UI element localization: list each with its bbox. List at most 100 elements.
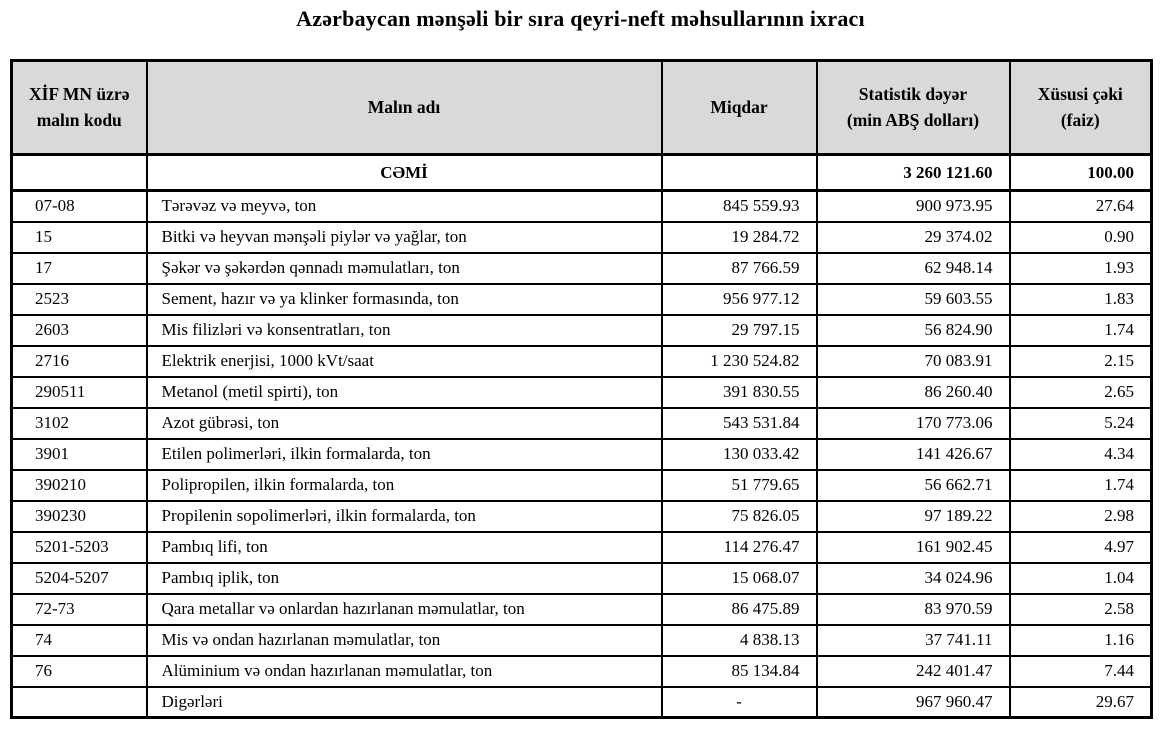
total-row: CƏMİ 3 260 121.60 100.00 [10,153,1153,192]
total-cell-value: 3 260 121.60 [815,153,1011,192]
table-row: 74 Mis və ondan hazırlanan məmulatlar, to… [10,623,1153,657]
cell-code: 390210 [10,468,148,502]
cell-share: 1.74 [1008,468,1153,502]
cell-name: Metanol (metil spirti), ton [145,375,663,409]
cell-name: Tərəvəz və meyvə, ton [145,189,663,223]
table-row: 5204-5207 Pambıq iplik, ton 15 068.07 34 02… [10,561,1153,595]
table-row: 76 Alüminium və ondan hazırlanan məmulatl… [10,654,1153,688]
cell-value: 161 902.45 [815,530,1011,564]
cell-value: 86 260.40 [815,375,1011,409]
cell-quantity: 114 276.47 [660,530,818,564]
cell-code: 390230 [10,499,148,533]
cell-code: 72-73 [10,592,148,626]
total-cell-quantity [660,153,818,192]
cell-quantity: 19 284.72 [660,220,818,254]
cell-code: 15 [10,220,148,254]
table-row: 15 Bitki və heyvan mənşəli piylər və yağl… [10,220,1153,254]
cell-quantity: 87 766.59 [660,251,818,285]
cell-share: 4.34 [1008,437,1153,471]
cell-value: 967 960.47 [815,685,1011,719]
cell-share: 29.67 [1008,685,1153,719]
table-row: 07-08 Tərəvəz və meyvə, ton 845 559.93 900 … [10,189,1153,223]
column-header-value: Statistik dəyər (min ABŞ dolları) [815,59,1011,156]
cell-name: Pambıq lifi, ton [145,530,663,564]
cell-name: Polipropilen, ilkin formalarda, ton [145,468,663,502]
cell-name: Azot gübrəsi, ton [145,406,663,440]
cell-quantity: 4 838.13 [660,623,818,657]
cell-quantity: 15 068.07 [660,561,818,595]
total-cell-code [10,153,148,192]
cell-code: 5204-5207 [10,561,148,595]
cell-quantity: 956 977.12 [660,282,818,316]
column-header-code: XİF MN üzrə malın kodu [10,59,148,156]
cell-share: 1.83 [1008,282,1153,316]
cell-value: 34 024.96 [815,561,1011,595]
cell-share: 5.24 [1008,406,1153,440]
cell-name: Sement, hazır və ya klinker formasında, … [145,282,663,316]
table-body: CƏMİ 3 260 121.60 100.00 07-08 Tərəvəz və me… [10,153,1153,719]
table-row: 17 Şəkər və şəkərdən qənnadı məmulatları,… [10,251,1153,285]
cell-value: 170 773.06 [815,406,1011,440]
cell-code: 2716 [10,344,148,378]
cell-code: 5201-5203 [10,530,148,564]
cell-name: Etilen polimerləri, ilkin formalarda, to… [145,437,663,471]
cell-name: Digərləri [145,685,663,719]
cell-value: 242 401.47 [815,654,1011,688]
cell-name: Propilenin sopolimerləri, ilkin formalar… [145,499,663,533]
cell-name: Mis və ondan hazırlanan məmulatlar, ton [145,623,663,657]
cell-share: 1.16 [1008,623,1153,657]
table-row: 390230 Propilenin sopolimerləri, ilkin fo… [10,499,1153,533]
page-title: Azərbaycan mənşəli bir sıra qeyri-neft m… [296,6,865,31]
column-header-quantity: Miqdar [660,59,818,156]
cell-quantity: - [660,685,818,719]
cell-code: 74 [10,623,148,657]
cell-code: 17 [10,251,148,285]
cell-code: 07-08 [10,189,148,223]
cell-code: 290511 [10,375,148,409]
cell-value: 37 741.11 [815,623,1011,657]
table-row: 2523 Sement, hazır və ya klinker formasın… [10,282,1153,316]
cell-quantity: 391 830.55 [660,375,818,409]
cell-quantity: 1 230 524.82 [660,344,818,378]
table-row: 3102 Azot gübrəsi, ton 543 531.84 170 773.0… [10,406,1153,440]
cell-quantity: 51 779.65 [660,468,818,502]
cell-code: 3102 [10,406,148,440]
table-row: Digərləri -967 960.47 29.67 [10,685,1153,719]
column-header-name: Malın adı [145,59,663,156]
cell-share: 1.04 [1008,561,1153,595]
cell-value: 83 970.59 [815,592,1011,626]
cell-quantity: 85 134.84 [660,654,818,688]
cell-share: 2.65 [1008,375,1153,409]
cell-code: 2603 [10,313,148,347]
cell-name: Mis filizləri və konsentratları, ton [145,313,663,347]
cell-value: 59 603.55 [815,282,1011,316]
cell-share: 7.44 [1008,654,1153,688]
cell-code: 3901 [10,437,148,471]
cell-share: 0.90 [1008,220,1153,254]
table-row: 3901 Etilen polimerləri, ilkin formalarda… [10,437,1153,471]
table-row: 2603 Mis filizləri və konsentratları, ton… [10,313,1153,347]
cell-name: Qara metallar və onlardan hazırlanan məm… [145,592,663,626]
cell-quantity: 130 033.42 [660,437,818,471]
cell-name: Alüminium və ondan hazırlanan məmulatlar… [145,654,663,688]
cell-value: 141 426.67 [815,437,1011,471]
table-row: 2716 Elektrik enerjisi, 1000 kVt/saat 1 23… [10,344,1153,378]
cell-name: Elektrik enerjisi, 1000 kVt/saat [145,344,663,378]
cell-name: Pambıq iplik, ton [145,561,663,595]
cell-quantity: 29 797.15 [660,313,818,347]
total-cell-name: CƏMİ [145,153,663,192]
cell-quantity: 75 826.05 [660,499,818,533]
cell-share: 2.98 [1008,499,1153,533]
cell-share: 2.58 [1008,592,1153,626]
cell-value: 900 973.95 [815,189,1011,223]
cell-value: 97 189.22 [815,499,1011,533]
export-table: XİF MN üzrə malın kodu Malın adı Miqdar Sta… [10,59,1153,719]
table-row: 290511 Metanol (metil spirti), ton 391 830… [10,375,1153,409]
cell-quantity: 86 475.89 [660,592,818,626]
cell-value: 29 374.02 [815,220,1011,254]
table-row: 390210 Polipropilen, ilkin formalarda, to… [10,468,1153,502]
cell-quantity: 543 531.84 [660,406,818,440]
cell-name: Şəkər və şəkərdən qənnadı məmulatları, t… [145,251,663,285]
cell-name: Bitki və heyvan mənşəli piylər və yağlar… [145,220,663,254]
cell-code: 2523 [10,282,148,316]
